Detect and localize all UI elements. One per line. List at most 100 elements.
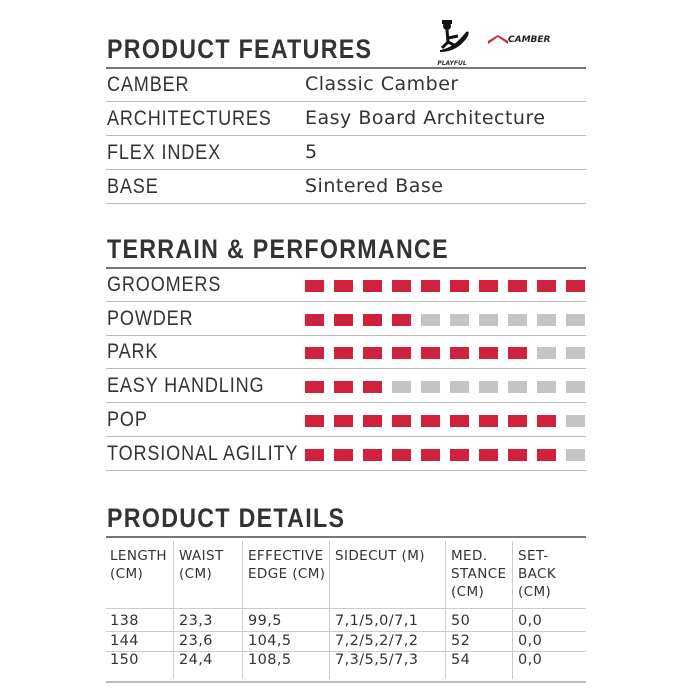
product-details-title: PRODUCT DETAILS xyxy=(107,503,346,533)
rating-square xyxy=(305,381,324,394)
divider xyxy=(106,650,586,652)
rating-square xyxy=(392,280,411,292)
rating-square xyxy=(479,414,498,427)
rating-square xyxy=(537,381,556,394)
divider xyxy=(106,681,586,683)
divider xyxy=(106,135,586,136)
rating-square xyxy=(508,448,527,461)
divider xyxy=(106,435,586,437)
rating-square xyxy=(450,381,469,394)
rating-square xyxy=(392,313,411,326)
feature-label: CAMBER xyxy=(107,73,190,96)
column-divider xyxy=(173,541,174,679)
rating-square xyxy=(479,347,498,360)
rating-square xyxy=(421,313,440,326)
column-header: SET- xyxy=(518,548,549,564)
feature-value: Classic Camber xyxy=(305,73,459,95)
divider xyxy=(106,608,586,609)
table-cell: 23,3 xyxy=(179,613,213,629)
divider xyxy=(106,169,586,170)
rating-square xyxy=(508,414,527,427)
column-header: BACK xyxy=(518,566,557,582)
rating-square xyxy=(537,313,556,326)
rating-square xyxy=(363,448,382,461)
column-divider xyxy=(329,541,330,679)
rating-square xyxy=(508,347,527,360)
column-divider xyxy=(512,541,513,679)
column-header: SIDECUT (M) xyxy=(335,548,425,564)
table-cell: 50 xyxy=(451,613,471,629)
divider xyxy=(106,368,586,370)
column-divider xyxy=(242,541,243,679)
column-header: WAIST xyxy=(179,548,224,564)
divider xyxy=(106,536,586,538)
rating-square xyxy=(334,280,353,292)
rating-square xyxy=(421,414,440,427)
feature-value: Easy Board Architecture xyxy=(305,107,546,129)
column-header: (CM) xyxy=(179,566,213,582)
divider xyxy=(106,101,586,102)
rating-square xyxy=(305,414,324,427)
rating-square xyxy=(334,414,353,427)
rating-square xyxy=(334,313,353,326)
table-cell: 0,0 xyxy=(518,613,543,629)
rating-square xyxy=(363,347,382,360)
rating-square xyxy=(363,313,382,326)
column-header: (CM) xyxy=(110,566,144,582)
table-cell: 150 xyxy=(110,652,139,668)
rating-square xyxy=(508,381,527,394)
rating-square xyxy=(450,448,469,461)
rating-square xyxy=(421,347,440,360)
divider xyxy=(106,334,586,336)
rating-square xyxy=(566,347,585,360)
rating-square xyxy=(450,347,469,360)
rating-square xyxy=(305,280,324,292)
rating-square xyxy=(334,347,353,360)
rating-square xyxy=(537,414,556,427)
table-cell: 99,5 xyxy=(248,613,282,629)
rating-square xyxy=(305,347,324,360)
table-cell: 54 xyxy=(451,652,471,668)
rating-square xyxy=(392,347,411,360)
table-cell: 23,6 xyxy=(179,632,213,649)
table-cell: 7,2/5,2/7,2 xyxy=(335,632,419,649)
feature-label: FLEX INDEX xyxy=(107,141,221,164)
table-cell: 138 xyxy=(110,613,139,629)
rating-square xyxy=(363,280,382,292)
table-cell: 104,5 xyxy=(248,632,292,649)
feature-label: ARCHITECTURES xyxy=(107,107,272,130)
column-header: (CM) xyxy=(451,584,485,600)
terrain-label: GROOMERS xyxy=(107,273,222,296)
divider xyxy=(106,203,586,204)
feature-label: BASE xyxy=(107,175,159,198)
product-features-title: PRODUCT FEATURES xyxy=(107,34,373,64)
rating-square xyxy=(508,313,527,326)
column-header: (CM) xyxy=(518,584,552,600)
rating-square xyxy=(537,280,556,292)
rating-square xyxy=(421,381,440,394)
column-header: EDGE (CM) xyxy=(248,566,326,582)
table-cell: 144 xyxy=(110,632,139,649)
table-cell: 52 xyxy=(451,632,471,649)
rating-square xyxy=(450,313,469,326)
divider xyxy=(106,631,586,632)
rating-square xyxy=(392,448,411,461)
playful-logo: PLAYFUL xyxy=(432,18,472,67)
rating-square xyxy=(450,280,469,292)
rating-square xyxy=(508,280,527,292)
camber-label: CAMBER xyxy=(508,35,551,45)
rating-square xyxy=(392,414,411,427)
terrain-label: POP xyxy=(107,407,148,431)
rating-square xyxy=(363,414,382,427)
divider xyxy=(106,301,586,302)
column-header: MED. xyxy=(451,548,488,564)
rating-square xyxy=(305,448,324,461)
rating-square xyxy=(479,381,498,394)
rating-square xyxy=(421,280,440,292)
column-header: STANCE xyxy=(451,566,507,582)
rating-square xyxy=(537,448,556,461)
terrain-performance-title: TERRAIN & PERFORMANCE xyxy=(107,234,449,264)
rating-square xyxy=(334,448,353,461)
rating-square xyxy=(479,313,498,326)
table-cell: 0,0 xyxy=(518,632,543,649)
